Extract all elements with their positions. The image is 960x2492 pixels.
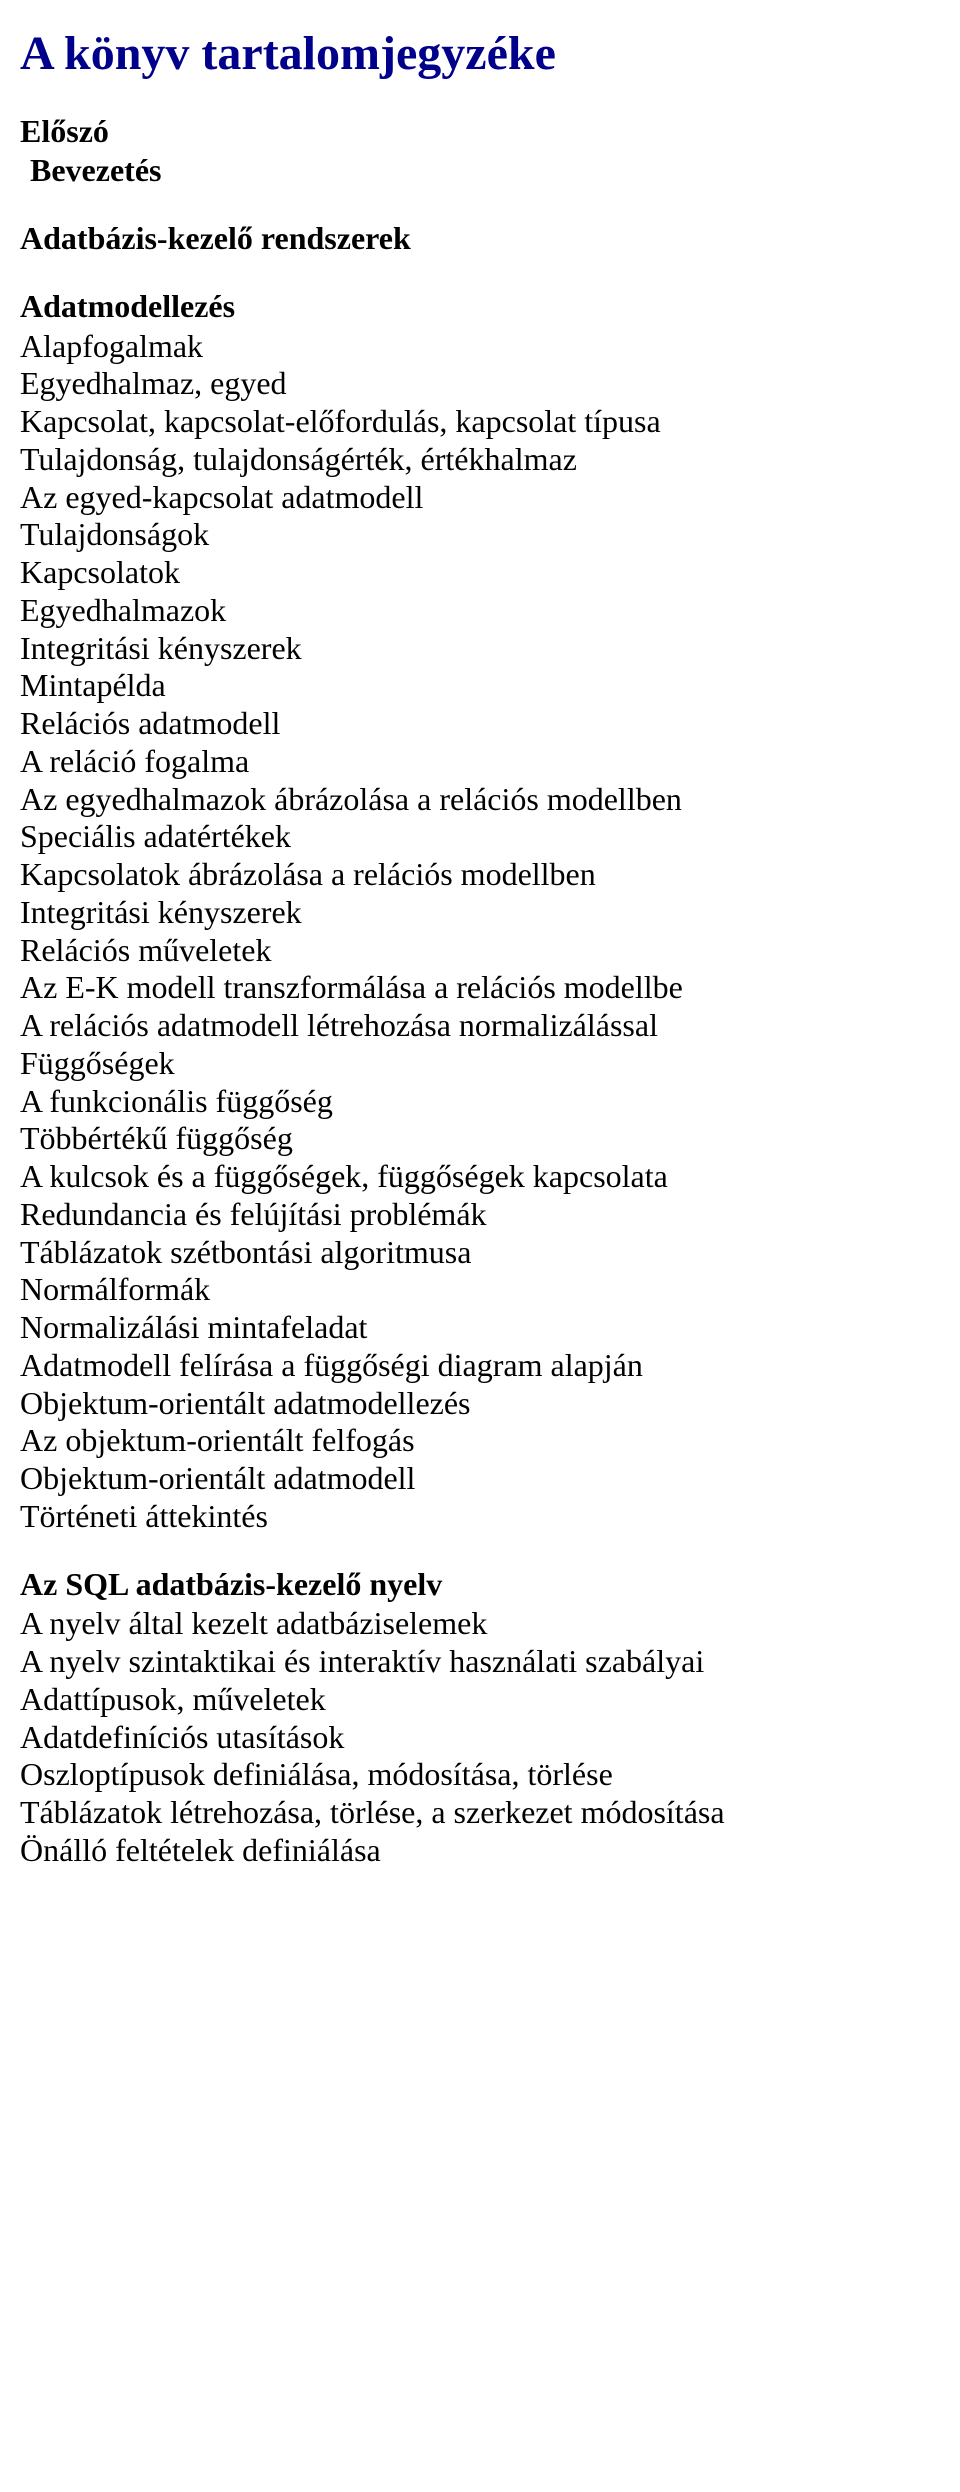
toc-group: Alapfogalmak Egyedhalmaz, egyed Kapcsola… bbox=[20, 328, 940, 1536]
toc-item: Adatmodell felírása a függőségi diagram … bbox=[20, 1347, 940, 1385]
toc-item: Adattípusok, műveletek bbox=[20, 1681, 940, 1719]
toc-item: Kapcsolatok ábrázolása a relációs modell… bbox=[20, 856, 940, 894]
toc-item: Az egyed-kapcsolat adatmodell bbox=[20, 479, 940, 517]
section-heading: Előszó bbox=[20, 113, 940, 151]
toc-item: A funkcionális függőség bbox=[20, 1083, 940, 1121]
toc-item: Relációs műveletek bbox=[20, 932, 940, 970]
toc-item: Egyedhalmaz, egyed bbox=[20, 365, 940, 403]
toc-item: Többértékű függőség bbox=[20, 1120, 940, 1158]
toc-item: A nyelv szintaktikai és interaktív haszn… bbox=[20, 1643, 940, 1681]
toc-item: Objektum-orientált adatmodellezés bbox=[20, 1385, 940, 1423]
toc-item: Alapfogalmak bbox=[20, 328, 940, 366]
toc-item: Függőségek bbox=[20, 1045, 940, 1083]
toc-item: Integritási kényszerek bbox=[20, 894, 940, 932]
toc-item: Tulajdonság, tulajdonságérték, értékhalm… bbox=[20, 441, 940, 479]
toc-item: Az E-K modell transzformálása a relációs… bbox=[20, 969, 940, 1007]
toc-item: A relációs adatmodell létrehozása normal… bbox=[20, 1007, 940, 1045]
toc-item: Speciális adatértékek bbox=[20, 818, 940, 856]
toc-item: Egyedhalmazok bbox=[20, 592, 940, 630]
toc-group: A nyelv által kezelt adatbáziselemek A n… bbox=[20, 1605, 940, 1869]
toc-item: A nyelv által kezelt adatbáziselemek bbox=[20, 1605, 940, 1643]
toc-item: Mintapélda bbox=[20, 667, 940, 705]
section-heading: Az SQL adatbázis-kezelő nyelv bbox=[20, 1566, 940, 1604]
toc-item: Táblázatok létrehozása, törlése, a szerk… bbox=[20, 1794, 940, 1832]
section-heading: Adatbázis-kezelő rendszerek bbox=[20, 220, 940, 258]
section-heading: Bevezetés bbox=[30, 152, 940, 190]
page-title: A könyv tartalomjegyzéke bbox=[20, 26, 940, 83]
toc-item: Oszloptípusok definiálása, módosítása, t… bbox=[20, 1756, 940, 1794]
toc-item: Normalizálási mintafeladat bbox=[20, 1309, 940, 1347]
toc-item: A reláció fogalma bbox=[20, 743, 940, 781]
toc-item: A kulcsok és a függőségek, függőségek ka… bbox=[20, 1158, 940, 1196]
toc-item: Történeti áttekintés bbox=[20, 1498, 940, 1536]
toc-item: Az egyedhalmazok ábrázolása a relációs m… bbox=[20, 781, 940, 819]
toc-item: Objektum-orientált adatmodell bbox=[20, 1460, 940, 1498]
toc-item: Normálformák bbox=[20, 1271, 940, 1309]
toc-item: Kapcsolat, kapcsolat-előfordulás, kapcso… bbox=[20, 403, 940, 441]
section-heading: Adatmodellezés bbox=[20, 288, 940, 326]
toc-item: Redundancia és felújítási problémák bbox=[20, 1196, 940, 1234]
toc-item: Tulajdonságok bbox=[20, 516, 940, 554]
toc-item: Önálló feltételek definiálása bbox=[20, 1832, 940, 1870]
toc-item: Adatdefiníciós utasítások bbox=[20, 1719, 940, 1757]
toc-item: Táblázatok szétbontási algoritmusa bbox=[20, 1234, 940, 1272]
toc-item: Az objektum-orientált felfogás bbox=[20, 1422, 940, 1460]
toc-item: Integritási kényszerek bbox=[20, 630, 940, 668]
toc-item: Relációs adatmodell bbox=[20, 705, 940, 743]
toc-item: Kapcsolatok bbox=[20, 554, 940, 592]
